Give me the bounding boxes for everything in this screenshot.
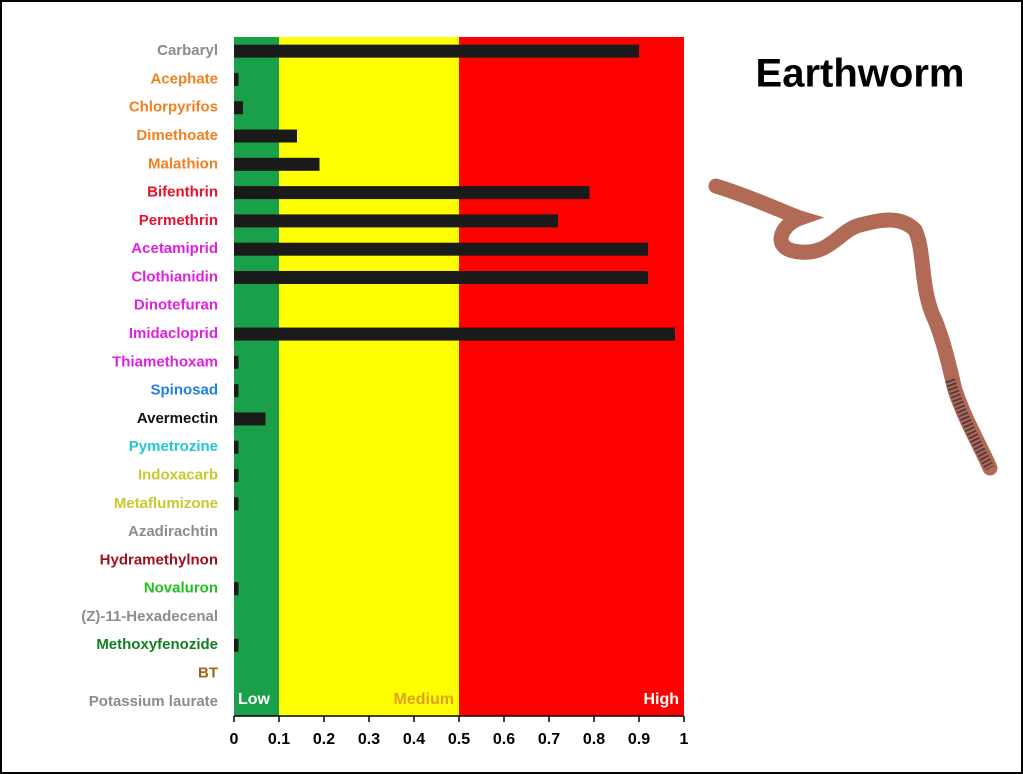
chart: Earthworm Low Medium High Carbaryl Acephate C… (0, 0, 1023, 774)
y-tick-label: Azadirachtin (128, 523, 218, 540)
x-tick-label: 0 (230, 731, 239, 748)
bar (234, 497, 239, 510)
bar (234, 441, 239, 454)
bar (234, 384, 239, 397)
y-tick-label: Acephate (150, 70, 218, 87)
bar (234, 469, 239, 482)
y-tick-label: Malathion (148, 155, 218, 172)
y-tick-label: Clothianidin (131, 268, 218, 285)
y-tick-label: Chlorpyrifos (129, 99, 218, 116)
y-tick-label: Dimethoate (136, 127, 218, 144)
bar (234, 101, 243, 114)
bar (234, 328, 675, 341)
bar (234, 73, 239, 86)
y-tick-label: Spinosad (150, 382, 218, 399)
zone-label: High (643, 691, 679, 708)
y-tick-label: Methoxyfenozide (96, 636, 218, 653)
bar (234, 186, 590, 199)
y-tick-label: Hydramethylnon (100, 551, 218, 568)
x-tick-label: 0.1 (268, 731, 290, 748)
y-tick-label: Carbaryl (157, 42, 218, 59)
x-tick-label: 0.6 (493, 731, 515, 748)
y-tick-label: Potassium laurate (89, 693, 218, 710)
y-tick-label: BT (198, 665, 218, 682)
x-tick-label: 0.2 (313, 731, 335, 748)
y-tick-label: (Z)-11-Hexadecenal (81, 608, 218, 625)
y-tick-label: Avermectin (137, 410, 218, 427)
y-tick-label: Acetamiprid (131, 240, 218, 257)
bar (234, 158, 320, 171)
x-tick-label: 0.7 (538, 731, 560, 748)
bar (234, 412, 266, 425)
zone (279, 37, 459, 716)
zone-label: Low (238, 691, 271, 708)
y-tick-label: Permethrin (139, 212, 218, 229)
x-tick-label: 0.8 (583, 731, 605, 748)
zone (459, 37, 684, 716)
y-tick-label: Indoxacarb (138, 466, 218, 483)
x-tick-label: 1 (680, 731, 689, 748)
x-tick-label: 0.4 (403, 731, 425, 748)
x-tick-label: 0.3 (358, 731, 380, 748)
y-tick-label: Imidacloprid (129, 325, 218, 342)
bar (234, 45, 639, 58)
y-tick-label: Metaflumizone (114, 495, 218, 512)
y-tick-label: Novaluron (144, 580, 218, 597)
zone-label: Medium (394, 691, 454, 708)
y-tick-label: Bifenthrin (147, 184, 218, 201)
bar (234, 130, 297, 143)
bar (234, 271, 648, 284)
x-tick-label: 0.5 (448, 731, 470, 748)
y-tick-label: Pymetrozine (129, 438, 218, 455)
x-tick-label: 0.9 (628, 731, 650, 748)
bar (234, 582, 239, 595)
chart-title: Earthworm (756, 52, 965, 96)
y-tick-label: Thiamethoxam (112, 353, 218, 370)
y-tick-label: Dinotefuran (134, 297, 218, 314)
bar (234, 214, 558, 227)
bar (234, 243, 648, 256)
bar (234, 356, 239, 369)
bar (234, 639, 239, 652)
